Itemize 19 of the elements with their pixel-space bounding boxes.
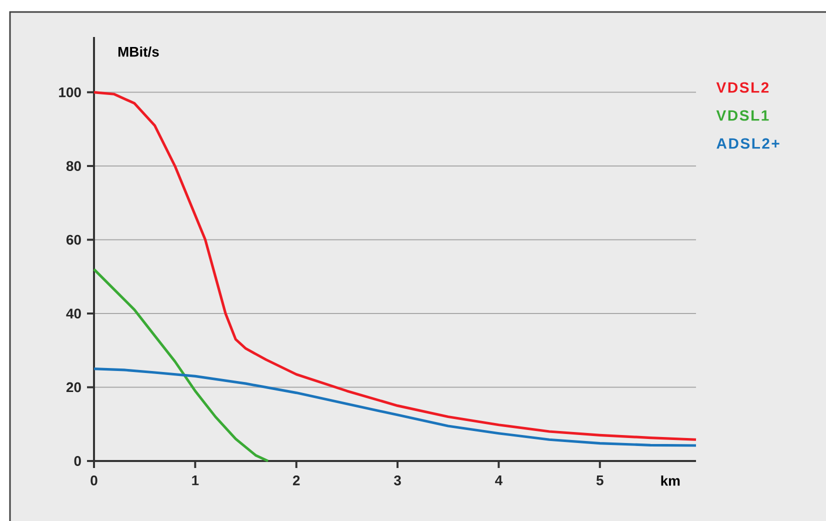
y-tick-label: 80: [66, 161, 81, 171]
y-tick-label: 20: [66, 382, 81, 392]
text: VDSL2: [716, 82, 769, 93]
line-series: [92, 268, 270, 462]
text: VDSL1: [716, 110, 769, 121]
text: ADSL2+: [716, 138, 780, 149]
y-tick-label: 0: [74, 456, 81, 466]
x-tick-label: 2: [292, 476, 300, 486]
x-tick-label: 4: [495, 476, 503, 486]
x-tick-label: 5: [596, 476, 604, 486]
y-tick-label: 40: [66, 308, 81, 318]
y-axis-title: MBit/s: [118, 46, 159, 57]
x-tick-label: 1: [192, 476, 199, 486]
line-series: [92, 368, 698, 447]
x-tick-label: 0: [90, 476, 98, 486]
x-axis-title: km: [661, 476, 680, 486]
x-tick-label: 3: [394, 476, 401, 486]
y-tick-label: 60: [66, 234, 81, 245]
y-tick-label: 100: [59, 87, 81, 98]
